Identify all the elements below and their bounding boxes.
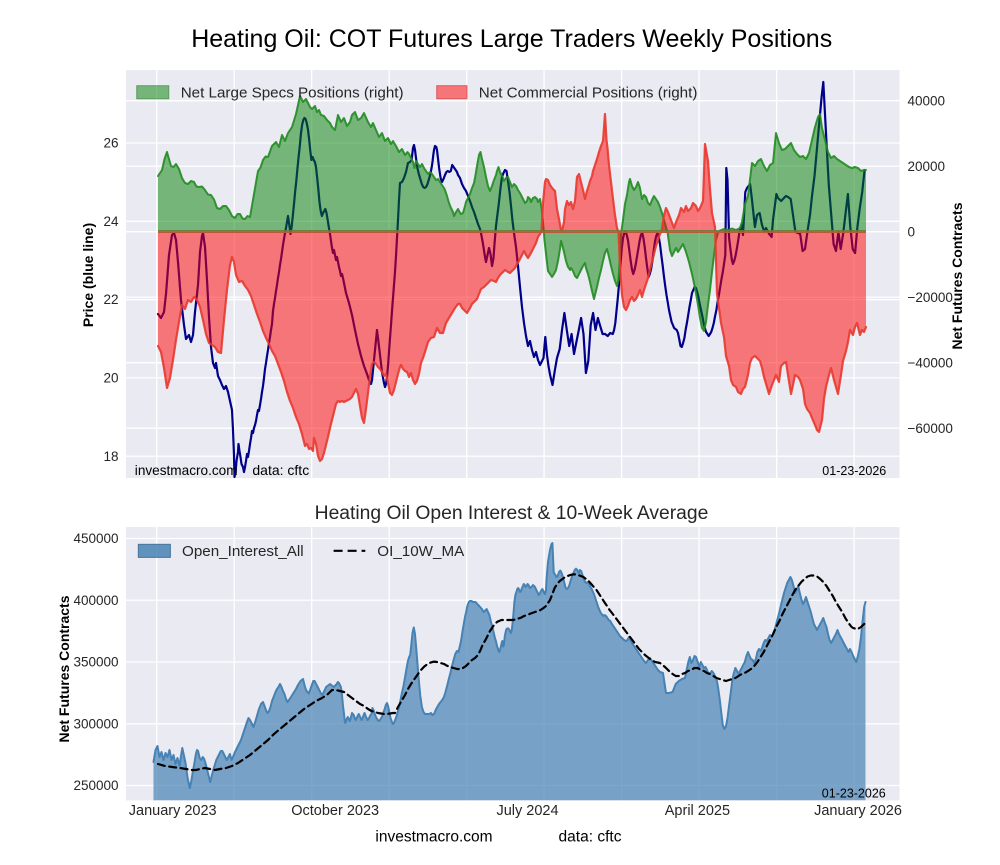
svg-text:January 2023: January 2023 xyxy=(129,803,217,819)
svg-text:data: cftc: data: cftc xyxy=(252,462,309,478)
svg-text:40000: 40000 xyxy=(908,93,946,108)
svg-text:250000: 250000 xyxy=(73,778,118,793)
svg-text:01-23-2026: 01-23-2026 xyxy=(822,787,886,801)
svg-text:Net Large Specs Positions (rig: Net Large Specs Positions (right) xyxy=(181,85,404,102)
svg-text:Heating Oil: COT Futures Large: Heating Oil: COT Futures Large Traders W… xyxy=(191,25,832,53)
svg-text:OI_10W_MA: OI_10W_MA xyxy=(377,543,465,560)
svg-text:July 2024: July 2024 xyxy=(496,803,558,819)
svg-text:data: cftc: data: cftc xyxy=(559,829,622,846)
svg-text:400000: 400000 xyxy=(73,593,118,608)
svg-text:26: 26 xyxy=(103,136,118,151)
svg-text:October 2023: October 2023 xyxy=(291,803,379,819)
svg-text:0: 0 xyxy=(908,224,916,239)
svg-text:Heating Oil Open Interest & 10: Heating Oil Open Interest & 10-Week Aver… xyxy=(315,503,709,524)
svg-text:20: 20 xyxy=(103,371,118,386)
svg-text:01-23-2026: 01-23-2026 xyxy=(822,464,886,478)
svg-text:18: 18 xyxy=(103,449,118,464)
svg-text:300000: 300000 xyxy=(73,716,118,731)
svg-text:−40000: −40000 xyxy=(908,355,953,370)
svg-text:January 2026: January 2026 xyxy=(814,803,902,819)
svg-text:−60000: −60000 xyxy=(908,421,953,436)
svg-text:Price (blue line): Price (blue line) xyxy=(80,223,96,327)
svg-text:22: 22 xyxy=(103,292,118,307)
svg-text:investmacro.com: investmacro.com xyxy=(375,829,492,846)
svg-text:investmacro.com: investmacro.com xyxy=(135,463,238,478)
svg-text:450000: 450000 xyxy=(73,531,118,546)
svg-text:24: 24 xyxy=(103,214,119,229)
svg-text:Open_Interest_All: Open_Interest_All xyxy=(182,543,304,560)
svg-text:−20000: −20000 xyxy=(908,290,953,305)
svg-text:Net Futures Contracts: Net Futures Contracts xyxy=(56,595,72,742)
svg-text:350000: 350000 xyxy=(73,655,118,670)
svg-text:April 2025: April 2025 xyxy=(665,803,730,819)
svg-text:Net Futures Contracts: Net Futures Contracts xyxy=(949,202,965,349)
svg-text:Net Commercial Positions (righ: Net Commercial Positions (right) xyxy=(479,85,698,102)
svg-text:20000: 20000 xyxy=(908,159,946,174)
